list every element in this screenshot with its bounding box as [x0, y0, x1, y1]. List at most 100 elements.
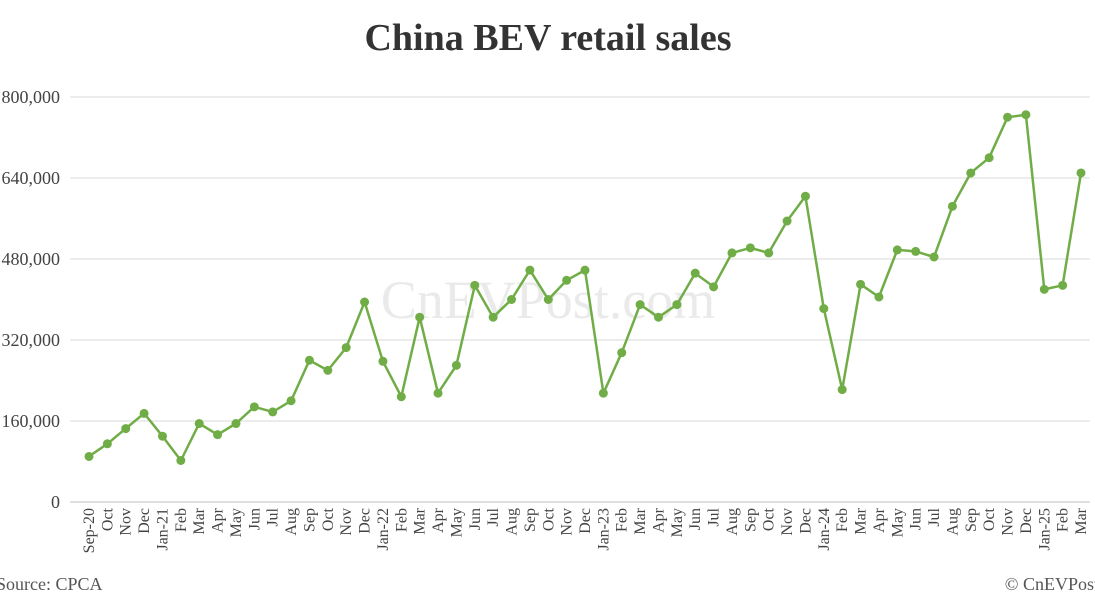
data-point [1039, 284, 1049, 294]
data-point [176, 455, 186, 465]
x-tick-label: Apr [430, 507, 447, 533]
x-tick-label: Dec [1018, 508, 1035, 534]
data-point [929, 252, 939, 262]
data-point [360, 297, 370, 307]
data-point [249, 402, 259, 412]
chart-title: China BEV retail sales [364, 17, 731, 59]
x-tick-label: Mar [191, 507, 208, 534]
y-tick-label: 0 [51, 492, 60, 512]
data-point [1076, 168, 1086, 178]
y-axis-ticks: 0 160,000 320,000 480,000 640,000 800,000 [2, 87, 61, 512]
x-tick-label: Jan-25 [1036, 508, 1053, 551]
y-tick-label: 160,000 [2, 411, 61, 431]
data-point [451, 360, 461, 370]
x-tick-label: Jul [926, 507, 943, 526]
data-point [764, 248, 774, 258]
x-tick-label: Jul [485, 507, 502, 526]
x-tick-label: Jan-22 [375, 508, 392, 551]
x-tick-label: May [228, 508, 245, 537]
data-point [102, 439, 112, 449]
data-point [598, 388, 608, 398]
x-tick-label: Jan-23 [595, 508, 612, 551]
data-point [1021, 110, 1031, 120]
x-tick-label: Mar [853, 507, 870, 534]
x-tick-label: Sep [742, 508, 759, 532]
x-tick-label: Jan-21 [154, 508, 171, 551]
x-tick-label: Dec [577, 508, 594, 534]
x-tick-label: Jun [687, 508, 704, 530]
data-point [231, 419, 241, 429]
data-point [837, 385, 847, 395]
data-point [911, 246, 921, 256]
data-point [213, 430, 223, 440]
x-tick-label: Oct [320, 507, 337, 531]
x-tick-label: May [889, 508, 906, 537]
data-point [378, 356, 388, 366]
credit-note: © CnEVPost [1005, 574, 1095, 594]
x-tick-label: Feb [834, 508, 851, 532]
data-point [304, 355, 314, 365]
data-point [415, 312, 425, 322]
x-tick-label: Mar [412, 507, 429, 534]
data-point [635, 300, 645, 310]
data-point [396, 392, 406, 402]
x-tick-label: Jul [265, 507, 282, 526]
data-point [856, 279, 866, 289]
data-point [984, 153, 994, 163]
x-tick-label: Jul [706, 507, 723, 526]
x-tick-label: Sep [963, 508, 980, 532]
data-point [525, 265, 535, 275]
data-point [800, 191, 810, 201]
data-point [268, 407, 278, 417]
data-point [139, 408, 149, 418]
x-tick-label: Feb [173, 508, 190, 532]
x-tick-label: Dec [797, 508, 814, 534]
data-point [892, 245, 902, 255]
y-tick-label: 480,000 [2, 249, 61, 269]
data-point [874, 292, 884, 302]
data-point [1058, 280, 1068, 290]
x-tick-label: Sep [301, 508, 318, 532]
y-tick-label: 800,000 [2, 87, 61, 107]
x-tick-label: Nov [1000, 508, 1017, 536]
data-point [323, 365, 333, 375]
data-point [194, 419, 204, 429]
x-tick-label: Oct [981, 507, 998, 531]
data-point [653, 312, 663, 322]
x-tick-label: Sep-20 [81, 508, 98, 553]
x-tick-label: Apr [650, 507, 667, 533]
x-tick-label: Nov [118, 508, 135, 536]
x-tick-label: May [669, 508, 686, 537]
x-tick-label: Feb [393, 508, 410, 532]
x-tick-label: Dec [136, 508, 153, 534]
x-axis-ticks: Sep-20 Oct Nov Dec Jan-21 Feb Mar Apr May Jun Jul A… [81, 507, 1090, 553]
data-point [121, 424, 131, 434]
x-tick-label: Aug [504, 508, 521, 536]
x-tick-label: Aug [944, 508, 961, 536]
data-point [966, 168, 976, 178]
y-tick-label: 320,000 [2, 330, 61, 350]
data-point [433, 388, 443, 398]
x-tick-label: Aug [283, 508, 300, 536]
data-point [341, 343, 351, 353]
data-point [947, 201, 957, 211]
data-point [84, 451, 94, 461]
x-tick-label: Mar [632, 507, 649, 534]
x-tick-label: Oct [761, 507, 778, 531]
data-point [507, 295, 517, 304]
x-tick-label: Oct [540, 507, 557, 531]
data-point [470, 280, 480, 290]
data-point [1003, 112, 1013, 122]
x-tick-label: Jun [246, 508, 263, 530]
data-point [819, 304, 829, 314]
data-point [672, 300, 682, 310]
x-tick-label: Oct [99, 507, 116, 531]
x-tick-label: Apr [871, 507, 888, 533]
y-tick-label: 640,000 [2, 168, 61, 188]
x-tick-label: Nov [338, 508, 355, 536]
x-tick-label: Jun [467, 508, 484, 530]
x-tick-label: Nov [779, 508, 796, 536]
x-tick-label: Feb [1055, 508, 1072, 532]
x-tick-label: Apr [210, 507, 227, 533]
x-tick-label: Jan-24 [816, 508, 833, 551]
